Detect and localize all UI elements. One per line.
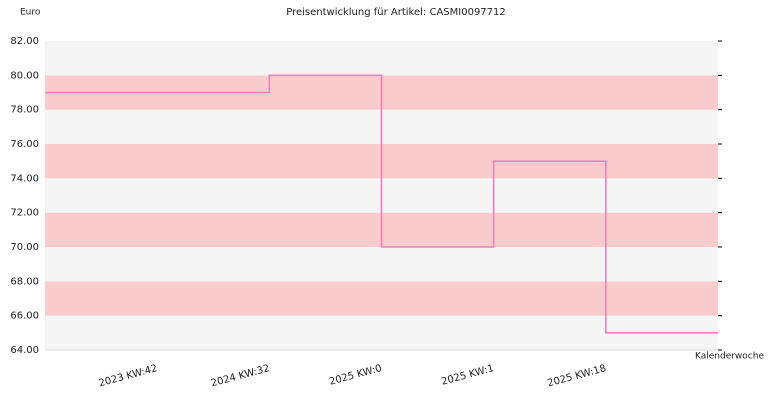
x-tick-label: 2025 KW:0 — [328, 363, 383, 388]
y-axis-label: Euro — [20, 8, 41, 18]
y-tick-label: 82.00 — [10, 36, 39, 47]
y-tick-label: 66.00 — [10, 311, 39, 322]
y-tick-label: 68.00 — [10, 276, 39, 287]
chart-title: Preisentwicklung für Artikel: CASMI00977… — [286, 7, 506, 18]
x-tick-label: 2023 KW:42 — [98, 363, 159, 389]
background-band — [45, 41, 718, 76]
price-line — [45, 74, 718, 334]
x-tick-label: 2024 KW:32 — [210, 363, 271, 389]
y-tick-label: 72.00 — [10, 208, 39, 219]
x-axis-label: Kalenderwoche — [695, 352, 764, 362]
y-tick-label: 80.00 — [10, 70, 39, 81]
y-tick-label: 76.00 — [10, 139, 39, 150]
y-tick-label: 64.00 — [10, 345, 39, 356]
x-tick-label: 2025 KW:1 — [440, 363, 495, 388]
x-tick-label: 2025 KW:18 — [546, 363, 607, 389]
y-tick-label: 74.00 — [10, 173, 39, 184]
y-tick-label: 70.00 — [10, 242, 39, 253]
background-band — [45, 281, 718, 316]
y-tick-label: 78.00 — [10, 105, 39, 116]
background-band — [45, 247, 718, 282]
